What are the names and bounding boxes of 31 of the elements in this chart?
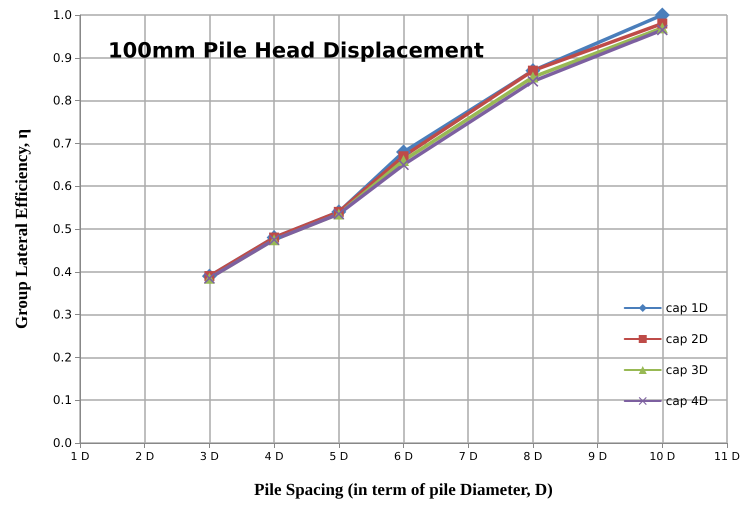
- y-tick-label: 0.1: [52, 393, 72, 408]
- y-tick-label: 1.0: [52, 8, 72, 22]
- x-tick-label: 3 D: [200, 450, 219, 463]
- x-tick-label: 9 D: [588, 450, 608, 463]
- legend-label: cap 2D: [666, 332, 708, 346]
- x-tick-label: 1 D: [70, 450, 90, 463]
- y-tick-label: 0.3: [52, 308, 72, 322]
- y-axis-title: Group Lateral Efficiency, η: [12, 128, 31, 330]
- y-tick-label: 0.6: [52, 179, 72, 194]
- x-tick-label: 4 D: [264, 450, 284, 463]
- point: [527, 76, 538, 87]
- y-tick-label: 0.7: [52, 136, 72, 150]
- x-tick-label: 8 D: [523, 450, 542, 463]
- x-tick-label: 7 D: [458, 450, 478, 463]
- y-tick-label: 0.0: [52, 436, 72, 450]
- y-tick-label: 0.8: [52, 94, 72, 108]
- legend-label: cap 3D: [666, 363, 708, 377]
- x-tick-label: 2 D: [135, 450, 154, 463]
- x-tick-label: 6 D: [394, 450, 413, 463]
- y-tick-label: 0.4: [52, 264, 72, 279]
- legend-label: cap 4D: [666, 394, 708, 408]
- text: 100mm Pile Head Displacement: [108, 38, 484, 62]
- point: [398, 159, 409, 170]
- x-tick-label: 10 D: [649, 450, 676, 463]
- legend-label: cap 1D: [666, 301, 708, 315]
- y-tick-label: 0.5: [52, 222, 72, 236]
- y-tick-label: 0.9: [52, 50, 72, 65]
- x-tick-label: 11 D: [714, 450, 740, 463]
- x-tick-label: 5 D: [329, 450, 348, 463]
- y-tick-label: 0.2: [52, 350, 72, 364]
- x-axis-title: Pile Spacing (in term of pile Diameter, D): [254, 480, 553, 499]
